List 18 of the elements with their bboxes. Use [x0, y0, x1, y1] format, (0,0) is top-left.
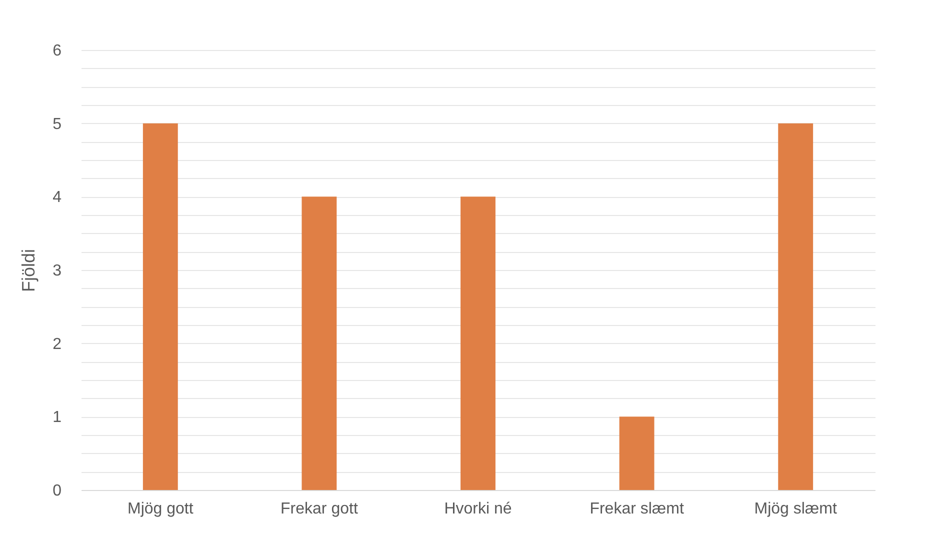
y-tick-label: 4	[52, 189, 62, 206]
bar	[460, 196, 496, 490]
x-tick-label: Frekar slæmt	[590, 500, 684, 518]
x-tick-label: Hvorki né	[444, 500, 512, 518]
bar	[619, 416, 654, 490]
x-tick-label: Frekar gott	[280, 500, 358, 518]
x-tick-label: Mjög gott	[127, 500, 194, 518]
bar	[302, 196, 337, 490]
y-tick-label: 5	[52, 116, 62, 133]
y-tick-label: 3	[52, 262, 62, 280]
y-tick-label: 6	[52, 42, 62, 60]
y-tick-label: 1	[52, 409, 62, 426]
bar	[142, 123, 178, 490]
y-axis-title: Fjöldi	[18, 248, 39, 292]
y-tick-label: 0	[52, 482, 62, 500]
x-tick-label: Mjög slæmt	[754, 500, 838, 518]
bar	[778, 123, 814, 490]
y-tick-label: 2	[52, 336, 62, 353]
